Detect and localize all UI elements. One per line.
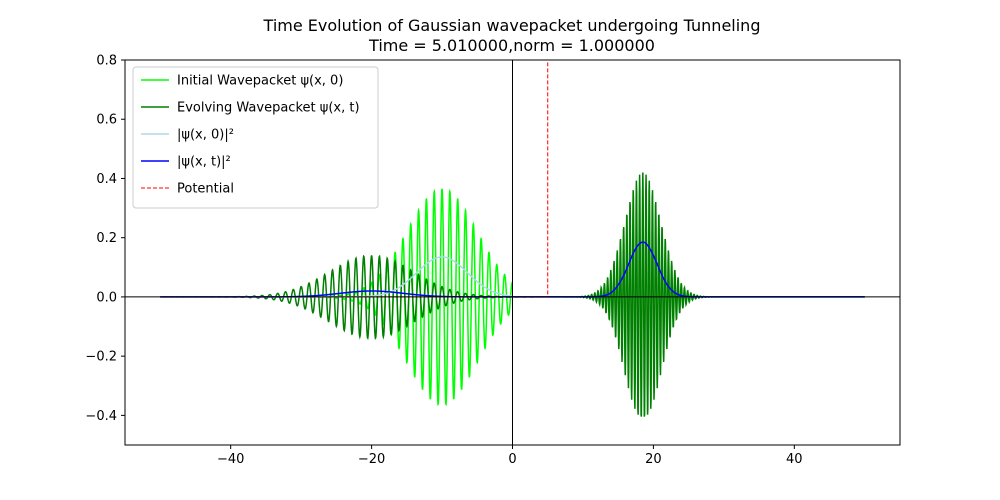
y-tick-label: 0.6 (96, 113, 117, 128)
y-tick-label: −0.4 (85, 409, 117, 424)
chart-subtitle: Time = 5.010000,norm = 1.000000 (368, 36, 655, 55)
x-tick-label: 40 (786, 452, 803, 467)
y-tick-label: 0.0 (96, 290, 117, 305)
chart-title: Time Evolution of Gaussian wavepacket un… (263, 16, 761, 35)
x-tick-label: 20 (645, 452, 662, 467)
legend-label: Initial Wavepacket ψ(x, 0) (177, 74, 343, 89)
y-tick-label: 0.8 (96, 54, 117, 69)
x-tick-label: −40 (217, 452, 244, 467)
y-tick-label: 0.4 (96, 172, 117, 187)
legend-box (132, 66, 379, 209)
x-tick-label: 0 (508, 452, 516, 467)
y-tick-label: −0.2 (85, 350, 117, 365)
legend: Initial Wavepacket ψ(x, 0) Evolving Wavep… (132, 66, 379, 209)
y-tick-label: 0.2 (96, 231, 117, 246)
axes: −40 −20 0 20 40 −0.4 −0.2 0.0 0.2 0.4 0.6 0.8 (85, 54, 901, 467)
x-tick-label: −20 (358, 452, 385, 467)
legend-label: |ψ(x, 0)|² (177, 128, 234, 143)
legend-label: Evolving Wavepacket ψ(x, t) (177, 101, 360, 116)
legend-label: Potential (177, 182, 234, 197)
legend-label: |ψ(x, t)|² (177, 155, 231, 170)
